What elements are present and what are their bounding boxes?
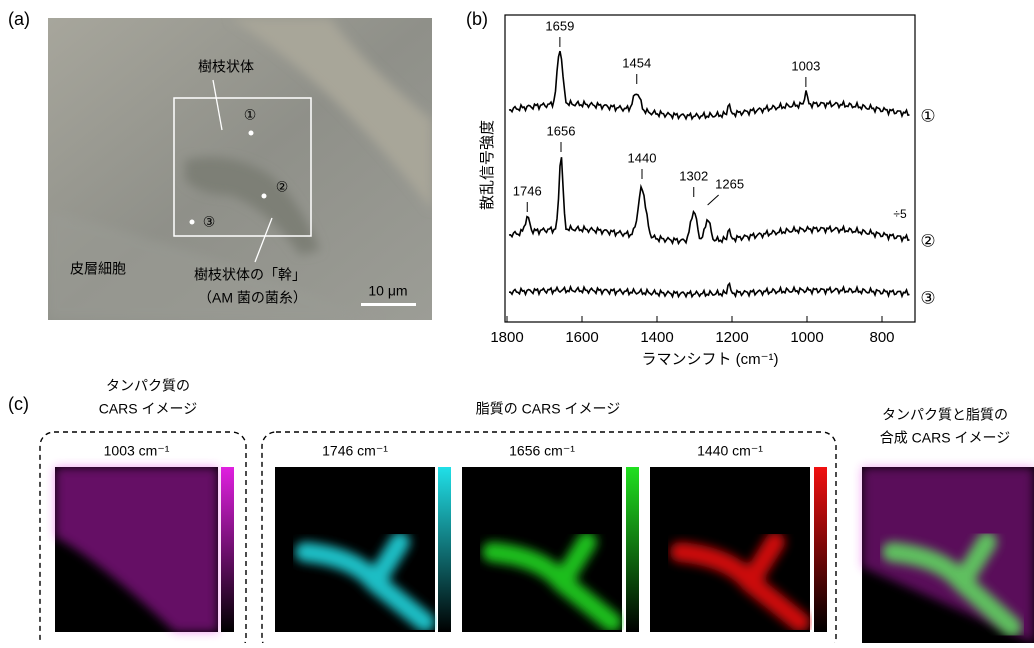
peak-label: 1302 bbox=[679, 168, 708, 183]
x-tick-label: 1800 bbox=[490, 329, 523, 346]
title: CARS イメージ bbox=[99, 401, 198, 417]
peak-label: 1746 bbox=[513, 183, 542, 198]
colorbar bbox=[626, 467, 639, 632]
panel-label: (b) bbox=[466, 9, 488, 29]
annotation: （AM 菌の菌糸） bbox=[198, 290, 307, 306]
point bbox=[249, 131, 254, 136]
point bbox=[190, 220, 195, 225]
x-tick-label: 800 bbox=[869, 329, 894, 346]
figure: (a) 樹枝状体 ① ② ③ 皮層細胞 樹枝状体の「幹」 （AM 菌の菌糸） 1… bbox=[0, 0, 1034, 643]
cars-image bbox=[55, 467, 218, 632]
annotation: ① bbox=[244, 107, 257, 123]
spectrum-label: ③ bbox=[920, 288, 935, 307]
colorbar bbox=[438, 467, 451, 632]
peak-label: 1003 bbox=[791, 58, 820, 73]
spectrum bbox=[509, 51, 910, 119]
y-axis-label: 散乱信号強度 bbox=[479, 120, 496, 210]
title: タンパク質の bbox=[106, 378, 190, 394]
annotation: ③ bbox=[203, 214, 216, 230]
spectrum-label: ① bbox=[920, 106, 935, 125]
spectrum-label: ② bbox=[920, 231, 935, 250]
x-tick-label: 1200 bbox=[715, 329, 748, 346]
scale-bar bbox=[361, 303, 416, 306]
cars-image bbox=[650, 467, 810, 632]
cars-image bbox=[275, 467, 435, 632]
peak-marker bbox=[708, 195, 719, 205]
cars-image bbox=[462, 467, 622, 632]
band-label: 1746 cm⁻¹ bbox=[322, 443, 388, 459]
peak-label: 1656 bbox=[547, 123, 576, 138]
scale-bar-label: 10 μm bbox=[368, 283, 407, 299]
scale-label: ÷5 bbox=[893, 207, 907, 221]
peak-label: 1454 bbox=[622, 55, 651, 70]
annotation: 樹枝状体の「幹」 bbox=[194, 267, 306, 283]
colorbar bbox=[221, 467, 234, 632]
colorbar bbox=[814, 467, 827, 632]
plot-frame bbox=[505, 15, 915, 322]
x-tick-label: 1400 bbox=[640, 329, 673, 346]
annotation: ② bbox=[276, 179, 289, 195]
title: タンパク質と脂質の bbox=[882, 407, 1008, 423]
x-axis-label: ラマンシフト (cm⁻¹) bbox=[641, 351, 778, 368]
spectrum bbox=[509, 284, 910, 297]
band-label: 1440 cm⁻¹ bbox=[697, 443, 763, 459]
band-label: 1003 cm⁻¹ bbox=[104, 443, 170, 459]
band-label: 1656 cm⁻¹ bbox=[509, 443, 575, 459]
title: 脂質の CARS イメージ bbox=[476, 401, 620, 417]
panel-label: (a) bbox=[8, 9, 30, 29]
annotation: 樹枝状体 bbox=[198, 59, 254, 75]
x-tick-label: 1000 bbox=[790, 329, 823, 346]
panel-label: (c) bbox=[8, 394, 29, 414]
title: 合成 CARS イメージ bbox=[880, 430, 1010, 446]
peak-label: 1659 bbox=[545, 18, 574, 33]
spectrum bbox=[509, 157, 910, 243]
annotation: 皮層細胞 bbox=[70, 261, 126, 277]
peak-label: 1440 bbox=[628, 150, 657, 165]
point bbox=[262, 194, 267, 199]
x-tick-label: 1600 bbox=[565, 329, 598, 346]
peak-label: 1265 bbox=[715, 176, 744, 191]
